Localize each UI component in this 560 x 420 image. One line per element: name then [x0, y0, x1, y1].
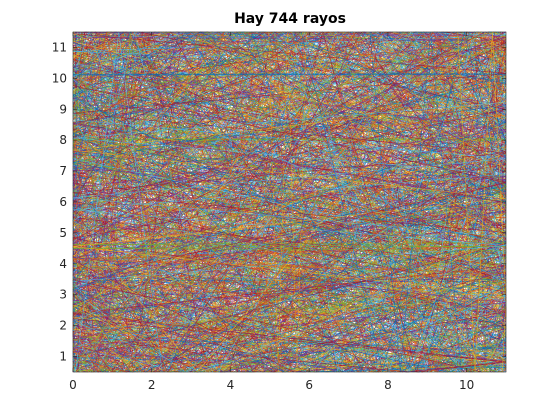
ray-line [72, 31, 460, 373]
ray-line [72, 31, 507, 373]
y-axis: 1 2 3 4 5 6 7 8 9 10 11 [52, 40, 506, 364]
y-tick-label: 7 [59, 164, 67, 178]
ray-line [72, 31, 507, 373]
ray-line [72, 133, 507, 373]
ray-line [72, 73, 507, 76]
ray-line [228, 31, 507, 373]
ray-line [72, 163, 507, 184]
ray-line [72, 119, 507, 238]
ray-line [72, 31, 507, 373]
ray-line [72, 31, 480, 373]
ray-line [72, 31, 507, 373]
plot-area [72, 31, 507, 373]
ray-line [72, 31, 507, 373]
ray-line [72, 31, 507, 160]
ray-line [72, 31, 507, 373]
y-tick-label: 11 [52, 40, 67, 54]
y-tick-label: 10 [52, 71, 67, 85]
ray-line [72, 31, 507, 373]
y-tick-label: 6 [59, 195, 67, 209]
ray-line [72, 31, 507, 373]
ray-line [72, 105, 507, 250]
ray-line [72, 31, 507, 373]
x-tick-label: 2 [148, 378, 156, 392]
y-tick-label: 4 [59, 257, 67, 271]
y-tick-label: 8 [59, 133, 67, 147]
ray-line [72, 31, 475, 373]
ray-line [72, 31, 507, 373]
y-tick-label: 9 [59, 102, 67, 116]
ray-line [72, 33, 507, 233]
y-tick-label: 1 [59, 350, 67, 364]
ray-line [369, 31, 462, 373]
y-tick-label: 2 [59, 319, 67, 333]
ray-line [72, 127, 507, 373]
ray-line [72, 31, 507, 373]
ray-line [72, 31, 406, 373]
x-tick-label: 0 [69, 378, 77, 392]
ray-line [72, 106, 507, 373]
ray-line [72, 31, 163, 373]
x-tick-label: 10 [459, 378, 474, 392]
x-tick-label: 4 [227, 378, 235, 392]
x-tick-label: 6 [305, 378, 313, 392]
ray-line [72, 31, 503, 373]
ray-line [78, 31, 507, 373]
x-axis: 0 2 4 6 8 10 [69, 32, 474, 392]
ray-line [72, 102, 507, 282]
ray-line [72, 100, 507, 373]
ray-line [72, 31, 507, 373]
ray-line [72, 166, 507, 373]
ray-line [72, 31, 507, 373]
ray-line [72, 85, 507, 373]
ray-line [72, 158, 507, 373]
ray-line [72, 31, 507, 198]
chart-title: Hay 744 rayos [234, 11, 346, 27]
ray-line [72, 31, 507, 373]
ray-line [72, 31, 345, 373]
y-tick-label: 5 [59, 226, 67, 240]
ray-line [72, 31, 507, 373]
ray-line [72, 31, 507, 373]
x-tick-label: 8 [384, 378, 392, 392]
ray-line [72, 31, 507, 373]
ray-line [72, 223, 507, 373]
ray-line [72, 318, 507, 373]
y-tick-label: 3 [59, 288, 67, 302]
rays-layer [72, 31, 507, 373]
ray-line [72, 31, 507, 373]
